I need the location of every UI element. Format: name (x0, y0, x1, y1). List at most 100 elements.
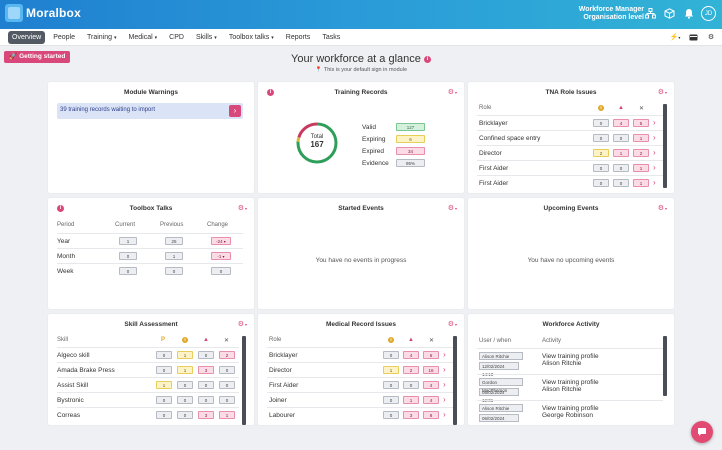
activity-text[interactable]: View training profile George Robinson (542, 405, 599, 419)
organisation-info[interactable]: Workforce Manager Organisation level (579, 6, 644, 22)
table-row[interactable]: Correas 0 0 3 1 (57, 407, 239, 422)
legend-row[interactable]: Valid 127 (362, 121, 425, 133)
count-pill[interactable]: 0 (198, 351, 214, 359)
count-pill[interactable]: 0 (593, 134, 609, 142)
count-pill[interactable]: 0 (383, 351, 399, 359)
count-pill[interactable]: 1 (633, 179, 649, 187)
count-pill[interactable]: 1 (177, 351, 193, 359)
table-row[interactable]: First Aider 0 0 1 › (477, 160, 663, 175)
gear-icon[interactable]: ⚙▾ (237, 205, 247, 212)
info-icon[interactable]: i (267, 89, 274, 96)
count-pill[interactable]: 0 (177, 381, 193, 389)
count-pill[interactable]: 1 (177, 366, 193, 374)
chevron-right-icon[interactable]: › (443, 365, 446, 374)
count-pill[interactable]: 5 (633, 119, 649, 127)
count-pill[interactable]: 2 (403, 366, 419, 374)
count-pill[interactable]: 0 (383, 411, 399, 419)
logo[interactable]: Moralbox (5, 4, 81, 22)
table-row[interactable]: Assist Skill 1 0 0 0 (57, 377, 239, 392)
count-pill[interactable]: 0 (613, 164, 629, 172)
chevron-right-icon[interactable]: › (443, 410, 446, 419)
scrollbar[interactable] (242, 336, 246, 425)
count-pill[interactable]: 0 (403, 381, 419, 389)
nav-item-skills[interactable]: Skills ▾ (192, 31, 221, 44)
count-pill[interactable]: 1 (613, 149, 629, 157)
count-pill[interactable]: 2 (593, 149, 609, 157)
count-pill[interactable]: 0 (156, 366, 172, 374)
nav-item-cpd[interactable]: CPD (165, 31, 188, 44)
change-pill[interactable]: -1 ▾ (211, 252, 231, 260)
chevron-right-icon[interactable]: › (653, 148, 656, 157)
count-pill[interactable]: 1 (633, 164, 649, 172)
table-row[interactable]: Amada Brake Press 0 1 3 0 (57, 362, 239, 377)
count-pill[interactable]: 0 (219, 366, 235, 374)
count-pill[interactable]: 0 (613, 179, 629, 187)
activity-text[interactable]: View training profile Alison Ritchie (542, 379, 599, 393)
count-pill[interactable]: 0 (383, 396, 399, 404)
activity-row[interactable]: Alison Ritchie 12/02/2024 14:18 View train… (477, 348, 663, 377)
count-pill[interactable]: 3 (403, 411, 419, 419)
count-pill[interactable]: 6 (423, 351, 439, 359)
bell-icon[interactable] (682, 7, 695, 20)
count-pill[interactable]: 0 (177, 396, 193, 404)
gear-icon[interactable]: ⚙▾ (237, 321, 247, 328)
nav-item-toolbox-talks[interactable]: Toolbox talks ▾ (225, 31, 278, 44)
org-chart-icon[interactable] (644, 7, 657, 20)
chevron-right-icon[interactable]: › (443, 350, 446, 359)
table-row[interactable]: Bricklayer 0 4 5 › (477, 115, 663, 130)
change-pill[interactable]: -24 ▾ (211, 237, 231, 245)
count-pill[interactable]: 0 (198, 381, 214, 389)
nav-item-medical[interactable]: Medical ▾ (125, 31, 162, 44)
gear-icon[interactable]: ⚙▾ (447, 205, 457, 212)
activity-row[interactable]: Alison Ritchie 06/02/2024 14:18 View train… (477, 400, 663, 425)
gear-icon[interactable]: ⚙▾ (657, 205, 667, 212)
gear-icon[interactable]: ⚙ (707, 34, 715, 41)
gear-icon[interactable]: ⚙▾ (447, 89, 457, 96)
activity-text[interactable]: View training profile Alison Ritchie (542, 353, 599, 367)
legend-row[interactable]: Evidence 95% (362, 157, 425, 169)
count-pill[interactable]: 0 (156, 351, 172, 359)
table-row[interactable]: Bricklayer 0 4 6 › (267, 347, 453, 362)
table-row[interactable]: Director 2 1 2 › (477, 145, 663, 160)
count-pill[interactable]: 1 (633, 134, 649, 142)
count-pill[interactable]: 8 (423, 411, 439, 419)
count-pill[interactable]: 0 (156, 411, 172, 419)
count-pill[interactable]: 1 (156, 381, 172, 389)
count-pill[interactable]: 0 (613, 134, 629, 142)
nav-item-tasks[interactable]: Tasks (318, 31, 344, 44)
scrollbar[interactable] (663, 104, 667, 188)
quick-actions-icon[interactable]: ⚡ ▾ (669, 34, 681, 41)
getting-started-button[interactable]: 🚀 Getting started (4, 51, 71, 63)
count-pill[interactable]: 4 (403, 351, 419, 359)
count-pill[interactable]: 0 (198, 396, 214, 404)
count-pill[interactable]: 1 (383, 366, 399, 374)
card-icon[interactable] (688, 32, 698, 42)
nav-item-reports[interactable]: Reports (282, 31, 315, 44)
legend-row[interactable]: Expiring 6 (362, 133, 425, 145)
chevron-right-icon[interactable]: › (653, 178, 656, 187)
chevron-right-icon[interactable]: › (653, 133, 656, 142)
count-pill[interactable]: 0 (593, 179, 609, 187)
gear-icon[interactable]: ⚙▾ (447, 321, 457, 328)
chevron-right-icon[interactable]: › (653, 118, 656, 127)
count-pill[interactable]: 0 (593, 119, 609, 127)
count-pill[interactable]: 0 (219, 381, 235, 389)
nav-item-people[interactable]: People (49, 31, 79, 44)
count-pill[interactable]: 3 (198, 366, 214, 374)
count-pill[interactable]: 0 (383, 381, 399, 389)
table-row[interactable]: First Aider 0 0 4 › (267, 377, 453, 392)
nav-item-overview[interactable]: Overview (8, 31, 46, 44)
table-row[interactable]: Director 1 2 16 › (267, 362, 453, 377)
table-row[interactable]: Joiner 0 1 4 › (267, 392, 453, 407)
chevron-right-icon[interactable]: › (443, 395, 446, 404)
user-tag[interactable]: Alison Ritchie (479, 404, 523, 412)
chat-button[interactable] (691, 421, 713, 443)
count-pill[interactable]: 4 (423, 396, 439, 404)
scrollbar[interactable] (663, 336, 667, 396)
count-pill[interactable]: 0 (593, 164, 609, 172)
change-cell[interactable]: -24 ▾ (211, 237, 231, 245)
box-icon[interactable] (663, 7, 676, 20)
count-pill[interactable]: 16 (423, 366, 439, 374)
count-pill[interactable]: 2 (219, 351, 235, 359)
gear-icon[interactable]: ⚙▾ (657, 89, 667, 96)
